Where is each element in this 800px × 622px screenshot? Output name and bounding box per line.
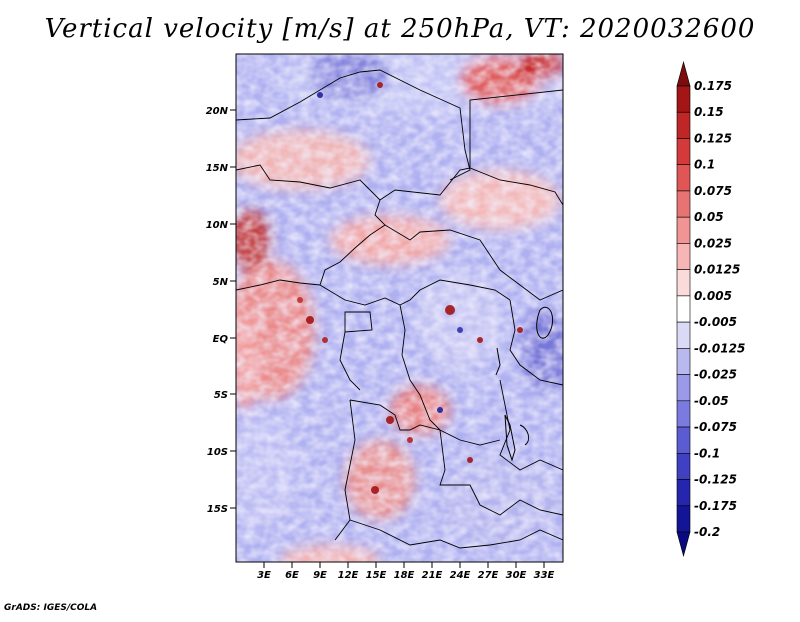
- lon-tick: 18E: [394, 562, 415, 581]
- colorbar-label: 0.0125: [694, 263, 740, 277]
- colorbar-swatch: [676, 348, 691, 375]
- colorbar-swatch: [676, 164, 691, 192]
- lon-tick: 24E: [450, 562, 471, 581]
- colorbar-label: -0.1: [694, 446, 720, 460]
- lat-tick: 15S: [207, 504, 236, 515]
- lon-label: 3E: [257, 570, 271, 581]
- colorbar-label: 0.175: [694, 79, 732, 93]
- colorbar-swatch: [676, 321, 691, 349]
- lon-tick: 3E: [257, 562, 271, 581]
- colorbar-label: -0.005: [694, 315, 737, 329]
- colorbar-label: -0.125: [694, 473, 737, 487]
- lon-label: 12E: [338, 570, 359, 581]
- colorbar-swatch: [676, 426, 691, 454]
- lon-tick: 21E: [422, 562, 443, 581]
- colorbar-label: -0.0125: [694, 341, 745, 355]
- colorbar-swatch: [676, 505, 691, 533]
- colorbar-label: 0.005: [694, 289, 732, 303]
- colorbar-bottom-triangle: [676, 531, 691, 558]
- lat-label: EQ: [213, 334, 229, 345]
- lon-label: 27E: [478, 570, 499, 581]
- map-frame: [235, 53, 564, 563]
- lon-tick: 12E: [338, 562, 359, 581]
- lat-tick: 5S: [214, 390, 236, 401]
- colorbar-label: 0.075: [694, 184, 732, 198]
- lon-tick: 9E: [313, 562, 327, 581]
- grads-credit: GrADS: IGES/COLA: [4, 603, 98, 613]
- lat-tick: 15N: [206, 163, 236, 174]
- colorbar-swatch: [676, 452, 691, 480]
- colorbar-swatch: [676, 85, 691, 113]
- colorbar-label: 0.125: [694, 131, 732, 145]
- lat-label: 15S: [207, 504, 228, 515]
- colorbar-swatch: [676, 374, 691, 402]
- lat-tick: 10N: [206, 220, 236, 231]
- lat-label: 5N: [213, 277, 229, 288]
- colorbar-swatch: [676, 111, 691, 139]
- lon-label: 18E: [394, 570, 415, 581]
- colorbar-swatch: [676, 269, 691, 297]
- lon-tick: 15E: [366, 562, 387, 581]
- colorbar-label: -0.2: [694, 525, 720, 539]
- lon-tick: 27E: [478, 562, 499, 581]
- colorbar-swatch: [676, 479, 691, 507]
- colorbar-label: 0.025: [694, 236, 732, 250]
- lat-label: 15N: [206, 163, 229, 174]
- lat-label: 10N: [206, 220, 229, 231]
- lon-label: 6E: [285, 570, 299, 581]
- lon-label: 24E: [450, 570, 471, 581]
- lakes: [495, 307, 553, 462]
- lon-label: 33E: [534, 570, 555, 581]
- colorbar: 0.175 0.15 0.125 0.1 0.075 0.05 0.025 0.0125 0.0…: [676, 60, 745, 558]
- colorbar-label: 0.05: [694, 210, 724, 224]
- lon-tick: 6E: [285, 562, 299, 581]
- colorbar-label: 0.1: [694, 158, 715, 172]
- lon-label: 21E: [422, 570, 443, 581]
- lat-tick: 5N: [213, 277, 236, 288]
- lon-label: 30E: [506, 570, 527, 581]
- colorbar-swatch: [676, 138, 691, 166]
- lat-axis: 20N 15N 10N 5N EQ 5S 10S 15S: [206, 106, 236, 515]
- lat-label: 5S: [214, 390, 228, 401]
- chart-title: Vertical velocity [m/s] at 250hPa, VT: 2…: [44, 14, 756, 44]
- colorbar-swatch: [676, 216, 691, 244]
- colorbar-swatch: [676, 295, 691, 323]
- lat-label: 10S: [207, 447, 228, 458]
- colorbar-label: -0.05: [694, 394, 729, 408]
- colorbar-label: -0.075: [694, 420, 737, 434]
- colorbar-label: 0.15: [694, 105, 724, 119]
- lat-tick: 10S: [207, 447, 236, 458]
- lon-label: 15E: [366, 570, 387, 581]
- colorbar-swatch: [676, 243, 691, 270]
- colorbar-label: -0.025: [694, 368, 737, 382]
- lat-label: 20N: [206, 106, 229, 117]
- lon-axis: 3E 6E 9E 12E 15E 18E 21E 24E 27E 30E 33E: [257, 562, 555, 581]
- colorbar-top-triangle: [676, 60, 691, 87]
- colorbar-label: -0.175: [694, 499, 737, 513]
- lat-tick: EQ: [213, 334, 236, 345]
- lon-label: 9E: [313, 570, 327, 581]
- colorbar-swatch: [676, 400, 691, 428]
- colorbar-swatch: [676, 190, 691, 218]
- velocity-field: [236, 54, 563, 562]
- lon-tick: 30E: [506, 562, 527, 581]
- lon-tick: 33E: [534, 562, 555, 581]
- lat-tick: 20N: [206, 106, 236, 117]
